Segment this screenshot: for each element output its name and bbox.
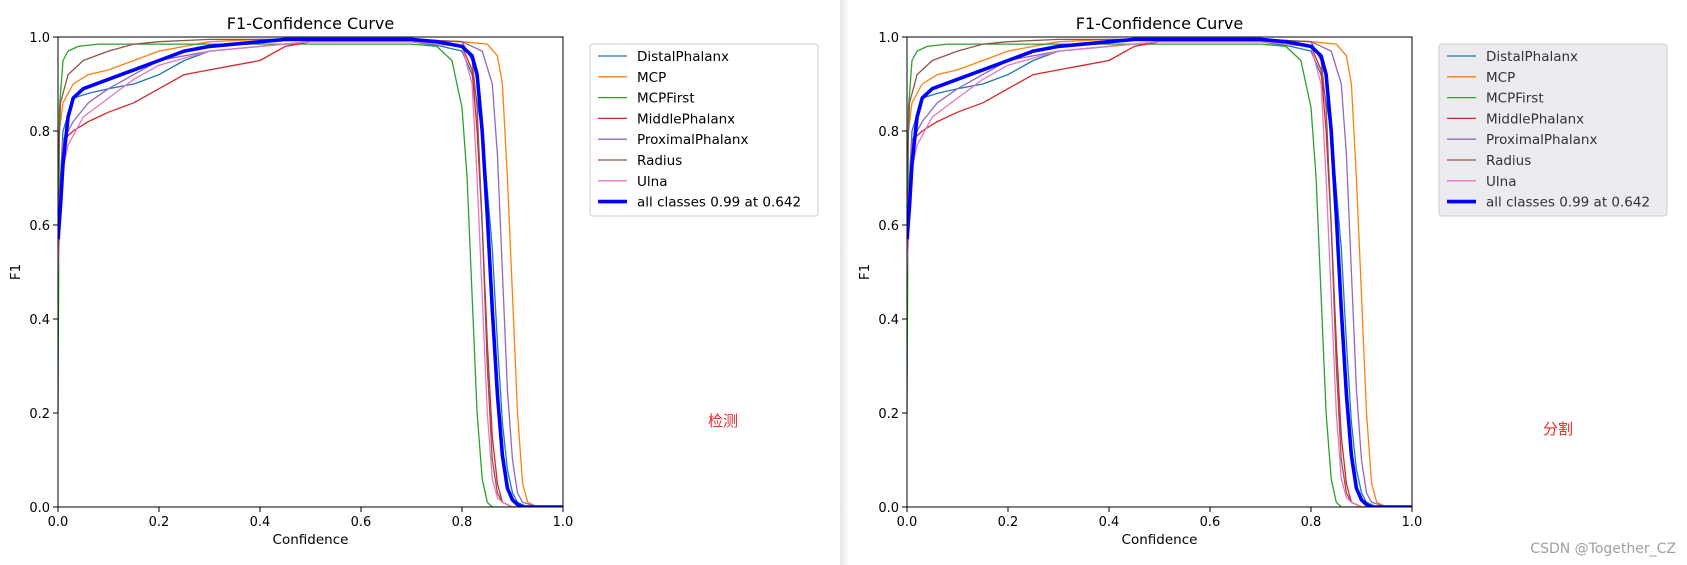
legend-entry-label: MCP <box>1486 70 1515 86</box>
y-tick-label: 0.4 <box>878 313 899 328</box>
legend-box <box>1438 43 1668 217</box>
legend-entry-label: DistalPhalanx <box>637 49 729 65</box>
y-tick-label: 0.6 <box>878 219 899 234</box>
x-tick-label: 0.2 <box>149 515 170 530</box>
legend: DistalPhalanx MCP MCPFirst MiddlePhalanx Pro… <box>589 43 819 217</box>
x-tick-label: 0.8 <box>452 515 473 530</box>
y-tick-label: 0.8 <box>29 125 50 140</box>
detection-label: 检测 <box>708 412 739 430</box>
y-tick-label: 1.0 <box>29 31 50 46</box>
f1-confidence-chart-segmentation: F1-Confidence Curve 0.0 0.2 0.4 0.6 0.8 1.0 0.0… <box>857 14 1668 548</box>
legend-entry-label: ProximalPhalanx <box>637 132 748 148</box>
y-tick-label: 0.2 <box>878 407 899 422</box>
series-line-7 <box>907 37 1412 507</box>
series-line-1 <box>907 38 1412 507</box>
x-tick-label: 0.4 <box>1099 515 1120 530</box>
legend-entry-label: ProximalPhalanx <box>1486 132 1597 148</box>
x-tick-label: 0.2 <box>998 515 1019 530</box>
legend-entry-label: Radius <box>637 153 682 169</box>
series-line-4 <box>58 38 563 507</box>
f1-confidence-chart-detection: F1-Confidence Curve 0.0 0.2 0.4 0.6 0.8 1.0 0.0… <box>8 14 819 548</box>
legend-entry-label: MCP <box>637 70 666 86</box>
legend-entry-label: all classes 0.99 at 0.642 <box>637 195 801 211</box>
x-tick-label: 1.0 <box>553 515 574 530</box>
legend-entry-label: all classes 0.99 at 0.642 <box>1486 195 1650 211</box>
series-line-2 <box>58 43 563 507</box>
left-chart-panel: F1-Confidence Curve 0.0 0.2 0.4 0.6 0.8 1.0 0.0… <box>0 0 840 565</box>
x-tick-label: 0.6 <box>351 515 372 530</box>
x-tick-label: 1.0 <box>1402 515 1423 530</box>
legend-entry-label: Ulna <box>1486 174 1516 190</box>
legend-entry-label: MCPFirst <box>637 91 695 107</box>
series-line-0 <box>907 41 1412 507</box>
y-tick-label: 0.8 <box>878 125 899 140</box>
plot-frame <box>906 36 1413 508</box>
panel-divider <box>840 0 849 565</box>
x-tick-label: 0.0 <box>897 515 918 530</box>
series-line-3 <box>907 41 1412 507</box>
y-tick-label: 1.0 <box>878 31 899 46</box>
y-axis-label: F1 <box>8 264 24 280</box>
series-line-4 <box>907 38 1412 507</box>
series-line-6 <box>58 41 563 507</box>
series-line-7 <box>58 37 563 507</box>
x-tick-label: 0.8 <box>1301 515 1322 530</box>
series-line-2 <box>907 43 1412 507</box>
chart-title: F1-Confidence Curve <box>227 14 394 33</box>
plot-frame <box>57 36 564 508</box>
x-tick-label: 0.6 <box>1200 515 1221 530</box>
legend-entry-label: MiddlePhalanx <box>637 111 735 127</box>
legend-entry-label: MiddlePhalanx <box>1486 111 1584 127</box>
legend: DistalPhalanx MCP MCPFirst MiddlePhalanx Pro… <box>1438 43 1668 217</box>
legend-entry-label: Ulna <box>637 174 667 190</box>
series-line-5 <box>907 38 1412 507</box>
segmentation-label: 分割 <box>1543 420 1574 438</box>
right-chart-panel: F1-Confidence Curve 0.0 0.2 0.4 0.6 0.8 1.0 0.0… <box>849 0 1687 565</box>
x-axis-label: Confidence <box>1122 532 1198 548</box>
y-tick-label: 0.6 <box>29 219 50 234</box>
chart-title: F1-Confidence Curve <box>1076 14 1243 33</box>
legend-entry-label: Radius <box>1486 153 1531 169</box>
y-tick-label: 0.0 <box>878 501 899 516</box>
watermark-text: CSDN @Together_CZ <box>1530 541 1676 557</box>
series-line-0 <box>58 41 563 507</box>
legend-entry-label: DistalPhalanx <box>1486 49 1578 65</box>
x-tick-label: 0.0 <box>48 515 69 530</box>
x-axis-label: Confidence <box>273 532 349 548</box>
legend-box <box>589 43 819 217</box>
legend-entry-label: MCPFirst <box>1486 91 1544 107</box>
x-tick-label: 0.4 <box>250 515 271 530</box>
y-tick-label: 0.2 <box>29 407 50 422</box>
series-line-3 <box>58 41 563 507</box>
y-tick-label: 0.4 <box>29 313 50 328</box>
y-tick-label: 0.0 <box>29 501 50 516</box>
series-line-6 <box>907 41 1412 507</box>
series-line-5 <box>58 38 563 507</box>
y-axis-label: F1 <box>857 264 873 280</box>
series-line-1 <box>58 38 563 507</box>
